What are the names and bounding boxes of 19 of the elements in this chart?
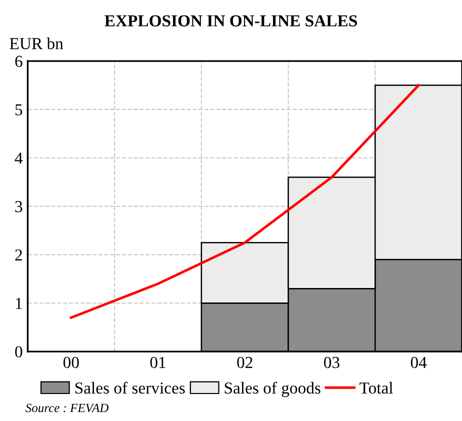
y-tick-label: 3 [15, 201, 22, 212]
y-tick-label: 4 [14, 152, 23, 164]
x-tick-label: 02 [237, 356, 252, 368]
y-tick-label: 0 [15, 346, 22, 358]
chart-title: EXPLOSION IN ON-LINE SALES [104, 15, 357, 26]
source-note: Source : FEVAD [26, 404, 109, 412]
y-tick-label: 5 [15, 104, 22, 116]
line-series [70, 84, 420, 319]
x-tick-label: 04 [410, 356, 427, 368]
x-tick-label: 03 [324, 356, 340, 368]
x-tick-label: 01 [150, 356, 166, 368]
legend-label: Sales of services [75, 382, 185, 394]
y-tick-label: 1 [16, 298, 22, 309]
legend-label: Total [360, 382, 393, 394]
y-tick-label: 2 [15, 249, 22, 260]
y-axis-title: EUR bn [10, 38, 64, 50]
x-tick-label: 00 [63, 356, 79, 368]
y-tick-label: 6 [15, 56, 22, 67]
legend-label: Sales of goods [224, 382, 320, 398]
